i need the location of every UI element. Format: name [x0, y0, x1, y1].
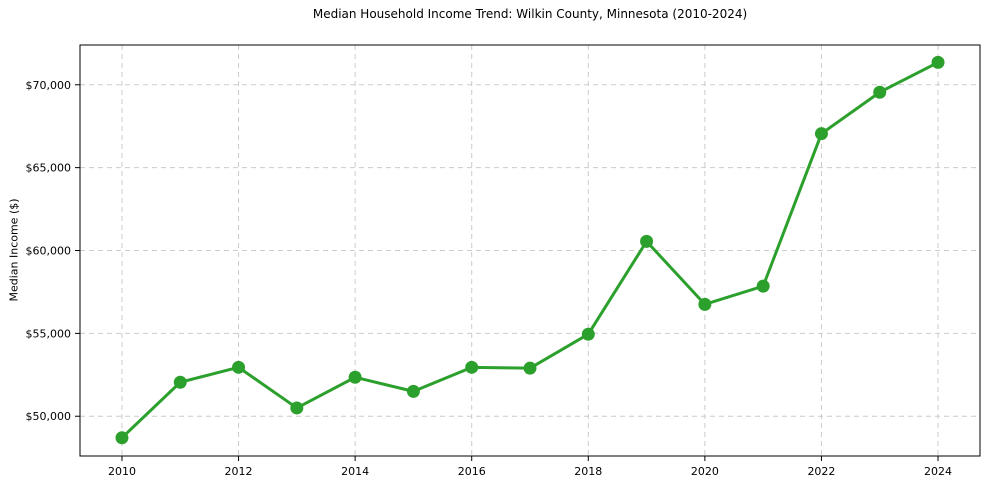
x-tick-label: 2022: [807, 465, 835, 478]
data-point-2020: [698, 297, 712, 311]
y-tick-label: $65,000: [26, 162, 72, 175]
data-point-2011: [173, 375, 187, 389]
data-point-2012: [232, 360, 246, 374]
data-point-2024: [931, 55, 945, 69]
data-point-2010: [115, 431, 129, 445]
x-tick-label: 2024: [924, 465, 952, 478]
x-tick-label: 2014: [341, 465, 369, 478]
data-point-2013: [290, 401, 304, 415]
data-point-2019: [640, 234, 654, 248]
data-point-2018: [581, 327, 595, 341]
x-tick-label: 2020: [691, 465, 719, 478]
x-tick-label: 2016: [458, 465, 486, 478]
chart-title: Median Household Income Trend: Wilkin Co…: [312, 7, 748, 21]
data-point-2015: [406, 384, 420, 398]
y-tick-label: $50,000: [26, 410, 72, 423]
y-tick-label: $55,000: [26, 327, 72, 340]
x-tick-label: 2018: [574, 465, 602, 478]
x-tick-label: 2012: [225, 465, 253, 478]
y-tick-label: $70,000: [26, 79, 72, 92]
data-point-2017: [523, 361, 537, 375]
y-tick-label: $60,000: [26, 245, 72, 258]
data-point-2014: [348, 370, 362, 384]
data-point-2023: [873, 85, 887, 99]
x-tick-label: 2010: [108, 465, 136, 478]
data-point-2022: [814, 127, 828, 141]
data-point-2021: [756, 279, 770, 293]
y-axis-label: Median Income ($): [7, 198, 21, 302]
data-point-2016: [465, 360, 479, 374]
